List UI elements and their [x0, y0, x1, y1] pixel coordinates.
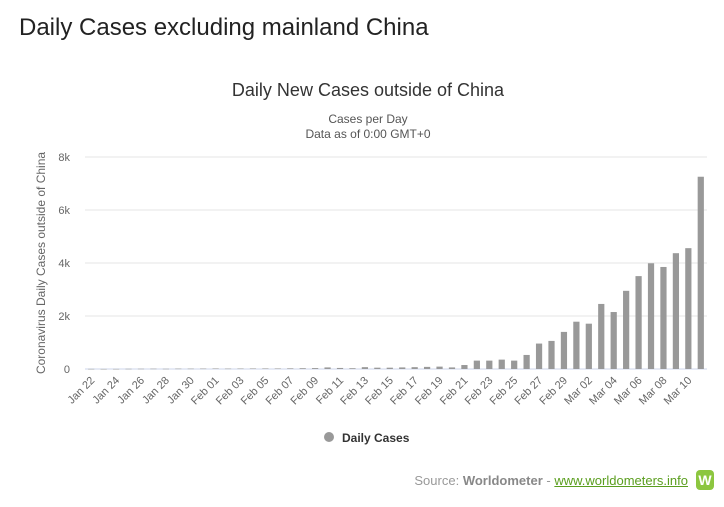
legend-marker-icon — [324, 432, 334, 442]
source-prefix: Source: — [414, 473, 460, 488]
bar — [287, 368, 294, 369]
bar — [274, 368, 281, 369]
bar — [623, 290, 630, 369]
bar — [511, 360, 518, 369]
bar — [486, 360, 493, 369]
y-axis-label: Coronavirus Daily Cases outside of China — [34, 152, 48, 374]
bar — [436, 366, 443, 369]
chart-subtitle: Cases per Day — [328, 112, 407, 126]
x-tick-label: Jan 28 — [140, 375, 172, 407]
bar — [125, 368, 132, 370]
bar — [573, 321, 580, 369]
source-name: Worldometer — [462, 473, 543, 488]
bar — [175, 368, 182, 370]
source-separator: - — [546, 473, 551, 488]
bar — [585, 323, 592, 369]
bar — [647, 263, 655, 369]
source-line: Source: Worldometer - www.worldometers.i… — [414, 473, 688, 488]
y-tick-label: 0 — [64, 364, 70, 376]
bar — [461, 365, 468, 369]
bar — [336, 367, 344, 369]
bar — [399, 367, 406, 369]
bar — [423, 366, 431, 369]
bar — [150, 368, 157, 370]
legend-item-daily-cases[interactable]: Daily Cases — [342, 431, 410, 445]
x-tick-label: Jan 26 — [115, 375, 147, 407]
bar — [112, 368, 120, 370]
bar — [224, 368, 232, 370]
chart-subtitle: Data as of 0:00 GMT+0 — [305, 127, 430, 141]
bar — [312, 368, 319, 369]
bar — [361, 367, 369, 369]
bar — [137, 368, 145, 370]
bar — [162, 368, 169, 370]
bar — [386, 367, 393, 369]
bar — [349, 368, 356, 369]
bar — [88, 368, 95, 370]
bar — [635, 276, 642, 369]
chart-title: Daily New Cases outside of China — [232, 80, 505, 100]
bar — [535, 343, 543, 369]
x-tick-label: Jan 22 — [65, 375, 97, 407]
bar — [473, 360, 480, 369]
bar — [523, 354, 530, 369]
bar — [187, 368, 194, 370]
bar — [548, 340, 555, 369]
bar — [448, 367, 456, 369]
bar — [411, 367, 418, 369]
bar — [610, 312, 617, 369]
page-heading: Daily Cases excluding mainland China — [19, 14, 429, 41]
x-tick-label: Jan 24 — [90, 375, 122, 407]
bar — [672, 253, 680, 369]
bar — [660, 266, 667, 369]
worldometer-logo-icon: W — [696, 470, 714, 490]
bar — [498, 359, 505, 369]
bar — [262, 368, 269, 369]
x-tick-label: Mar 10 — [662, 375, 695, 408]
bar — [249, 368, 257, 369]
bar — [299, 368, 306, 369]
y-tick-label: 8k — [58, 152, 70, 164]
y-tick-label: 4k — [58, 258, 70, 270]
y-tick-label: 6k — [58, 205, 70, 217]
bar — [598, 303, 605, 369]
bar — [685, 248, 692, 369]
source-link[interactable]: www.worldometers.info — [554, 473, 688, 488]
bar — [100, 368, 107, 370]
bar — [200, 368, 207, 370]
bar — [560, 331, 568, 369]
bar — [697, 176, 704, 369]
bar — [374, 367, 381, 369]
y-tick-label: 2k — [58, 311, 70, 323]
bar — [212, 368, 219, 369]
bar — [324, 367, 331, 369]
bar — [237, 368, 244, 370]
x-tick-label: Feb 09 — [289, 375, 322, 408]
